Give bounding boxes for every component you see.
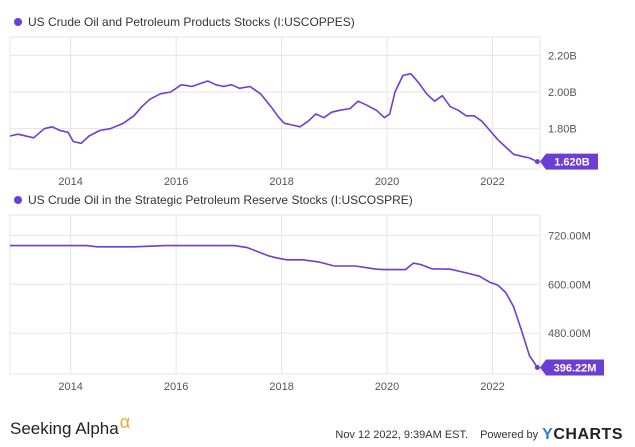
chart1-x-tick-label: 2018: [269, 176, 293, 188]
chart2-x-tick-label: 2014: [58, 381, 82, 393]
chart1-last-value-tag: [540, 153, 598, 170]
chart1-x-tick-label: 2022: [480, 176, 504, 188]
chart2-x-tick-label: 2020: [375, 381, 399, 393]
chart1-x-tick-label: 2016: [164, 176, 188, 188]
chart2-last-point: [534, 364, 540, 370]
chart2-series-line: [10, 244, 539, 368]
chart1-x-tick-label: 2020: [375, 176, 399, 188]
chart2-x-tick-label: 2016: [164, 381, 188, 393]
chart1-x-tick-label: 2014: [58, 176, 82, 188]
chart2-y-tick-label: 720.00M: [548, 230, 591, 242]
chart2-x-tick-label: 2022: [480, 381, 504, 393]
chart1-last-point: [534, 159, 540, 165]
chart1-legend-label: US Crude Oil and Petroleum Products Stoc…: [28, 15, 355, 29]
chart1-legend: US Crude Oil and Petroleum Products Stoc…: [14, 15, 355, 29]
alpha-icon: α: [119, 412, 131, 432]
seeking-alpha-logo: Seeking Alphaα: [10, 412, 130, 439]
chart2-y-tick-label: 600.00M: [548, 279, 591, 291]
powered-by-label: Powered by: [480, 429, 539, 441]
ycharts-logo: YCHARTS: [542, 426, 623, 444]
chart2-y-tick-label: 480.00M: [548, 328, 591, 340]
chart1-y-tick-label: 2.00B: [548, 87, 577, 99]
ycharts-y-mark: Y: [542, 426, 554, 443]
chart2-last-value-tag: [540, 359, 604, 376]
chart1: 1.80B 2.00B 2.20B 2014 2016 2018 2020 2022 1.620…: [9, 36, 598, 188]
footer-attribution: Nov 12 2022, 9:39AM EST. Powered by YCHA…: [335, 426, 623, 444]
chart1-legend-marker: [14, 18, 22, 26]
chart1-y-tick-label: 2.20B: [548, 50, 577, 62]
chart1-plot-frame: [9, 36, 541, 170]
chart2-legend-label: US Crude Oil in the Strategic Petroleum …: [28, 193, 413, 207]
ycharts-wordmark: CHARTS: [553, 426, 623, 443]
chart2-x-tick-label: 2018: [269, 381, 293, 393]
chart2-legend-marker: [14, 196, 22, 204]
chart2-plot-frame: [9, 214, 541, 375]
chart1-last-value-label: 1.620B: [554, 157, 590, 169]
chart2: 480.00M 600.00M 720.00M 2014 2016 2018 2020 202…: [9, 214, 604, 393]
brand-text: Seeking Alpha: [10, 419, 119, 438]
timestamp: Nov 12 2022, 9:39AM EST.: [335, 429, 469, 441]
chart1-series-line: [9, 72, 538, 163]
chart1-y-tick-label: 1.80B: [548, 124, 577, 136]
chart2-last-value-label: 396.22M: [554, 362, 597, 374]
chart2-legend: US Crude Oil in the Strategic Petroleum …: [14, 193, 413, 207]
